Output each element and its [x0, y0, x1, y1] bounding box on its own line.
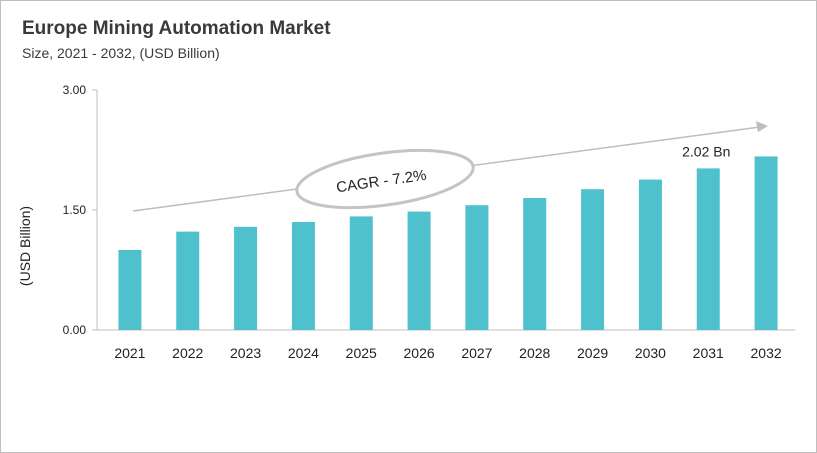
x-tick-label: 2024 — [288, 345, 319, 361]
chart-subtitle: Size, 2021 - 2032, (USD Billion) — [22, 45, 220, 61]
y-tick-label: 1.50 — [63, 203, 87, 217]
cagr-ellipse — [295, 148, 475, 210]
bar-2026 — [407, 211, 431, 330]
x-tick-label: 2030 — [635, 345, 666, 361]
trend-arrowhead — [756, 121, 768, 132]
x-tick-label: 2027 — [461, 345, 492, 361]
y-axis-label: (USD Billion) — [17, 206, 33, 286]
bar-2032 — [754, 156, 778, 330]
bar-2030 — [638, 179, 662, 330]
bar-2027 — [465, 205, 489, 330]
bar-2022 — [176, 231, 200, 330]
y-tick-label: 3.00 — [63, 83, 87, 97]
chart-title: Europe Mining Automation Market — [22, 18, 331, 39]
x-tick-label: 2023 — [230, 345, 261, 361]
x-tick-label: 2029 — [577, 345, 608, 361]
bar-2023 — [234, 226, 258, 330]
value-label: 2.02 Bn — [682, 143, 730, 159]
x-tick-label: 2026 — [404, 345, 435, 361]
x-tick-label: 2031 — [693, 345, 724, 361]
bar-2025 — [349, 216, 373, 330]
bar-2024 — [291, 222, 315, 330]
bar-2021 — [118, 250, 142, 330]
x-tick-label: 2025 — [346, 345, 377, 361]
x-tick-label: 2028 — [519, 345, 550, 361]
bar-2031 — [696, 168, 720, 330]
x-tick-label: 2021 — [114, 345, 145, 361]
bar-2028 — [523, 198, 547, 330]
y-tick-label: 0.00 — [63, 323, 87, 337]
bar-2029 — [581, 189, 605, 330]
x-tick-label: 2032 — [751, 345, 782, 361]
x-tick-label: 2022 — [172, 345, 203, 361]
